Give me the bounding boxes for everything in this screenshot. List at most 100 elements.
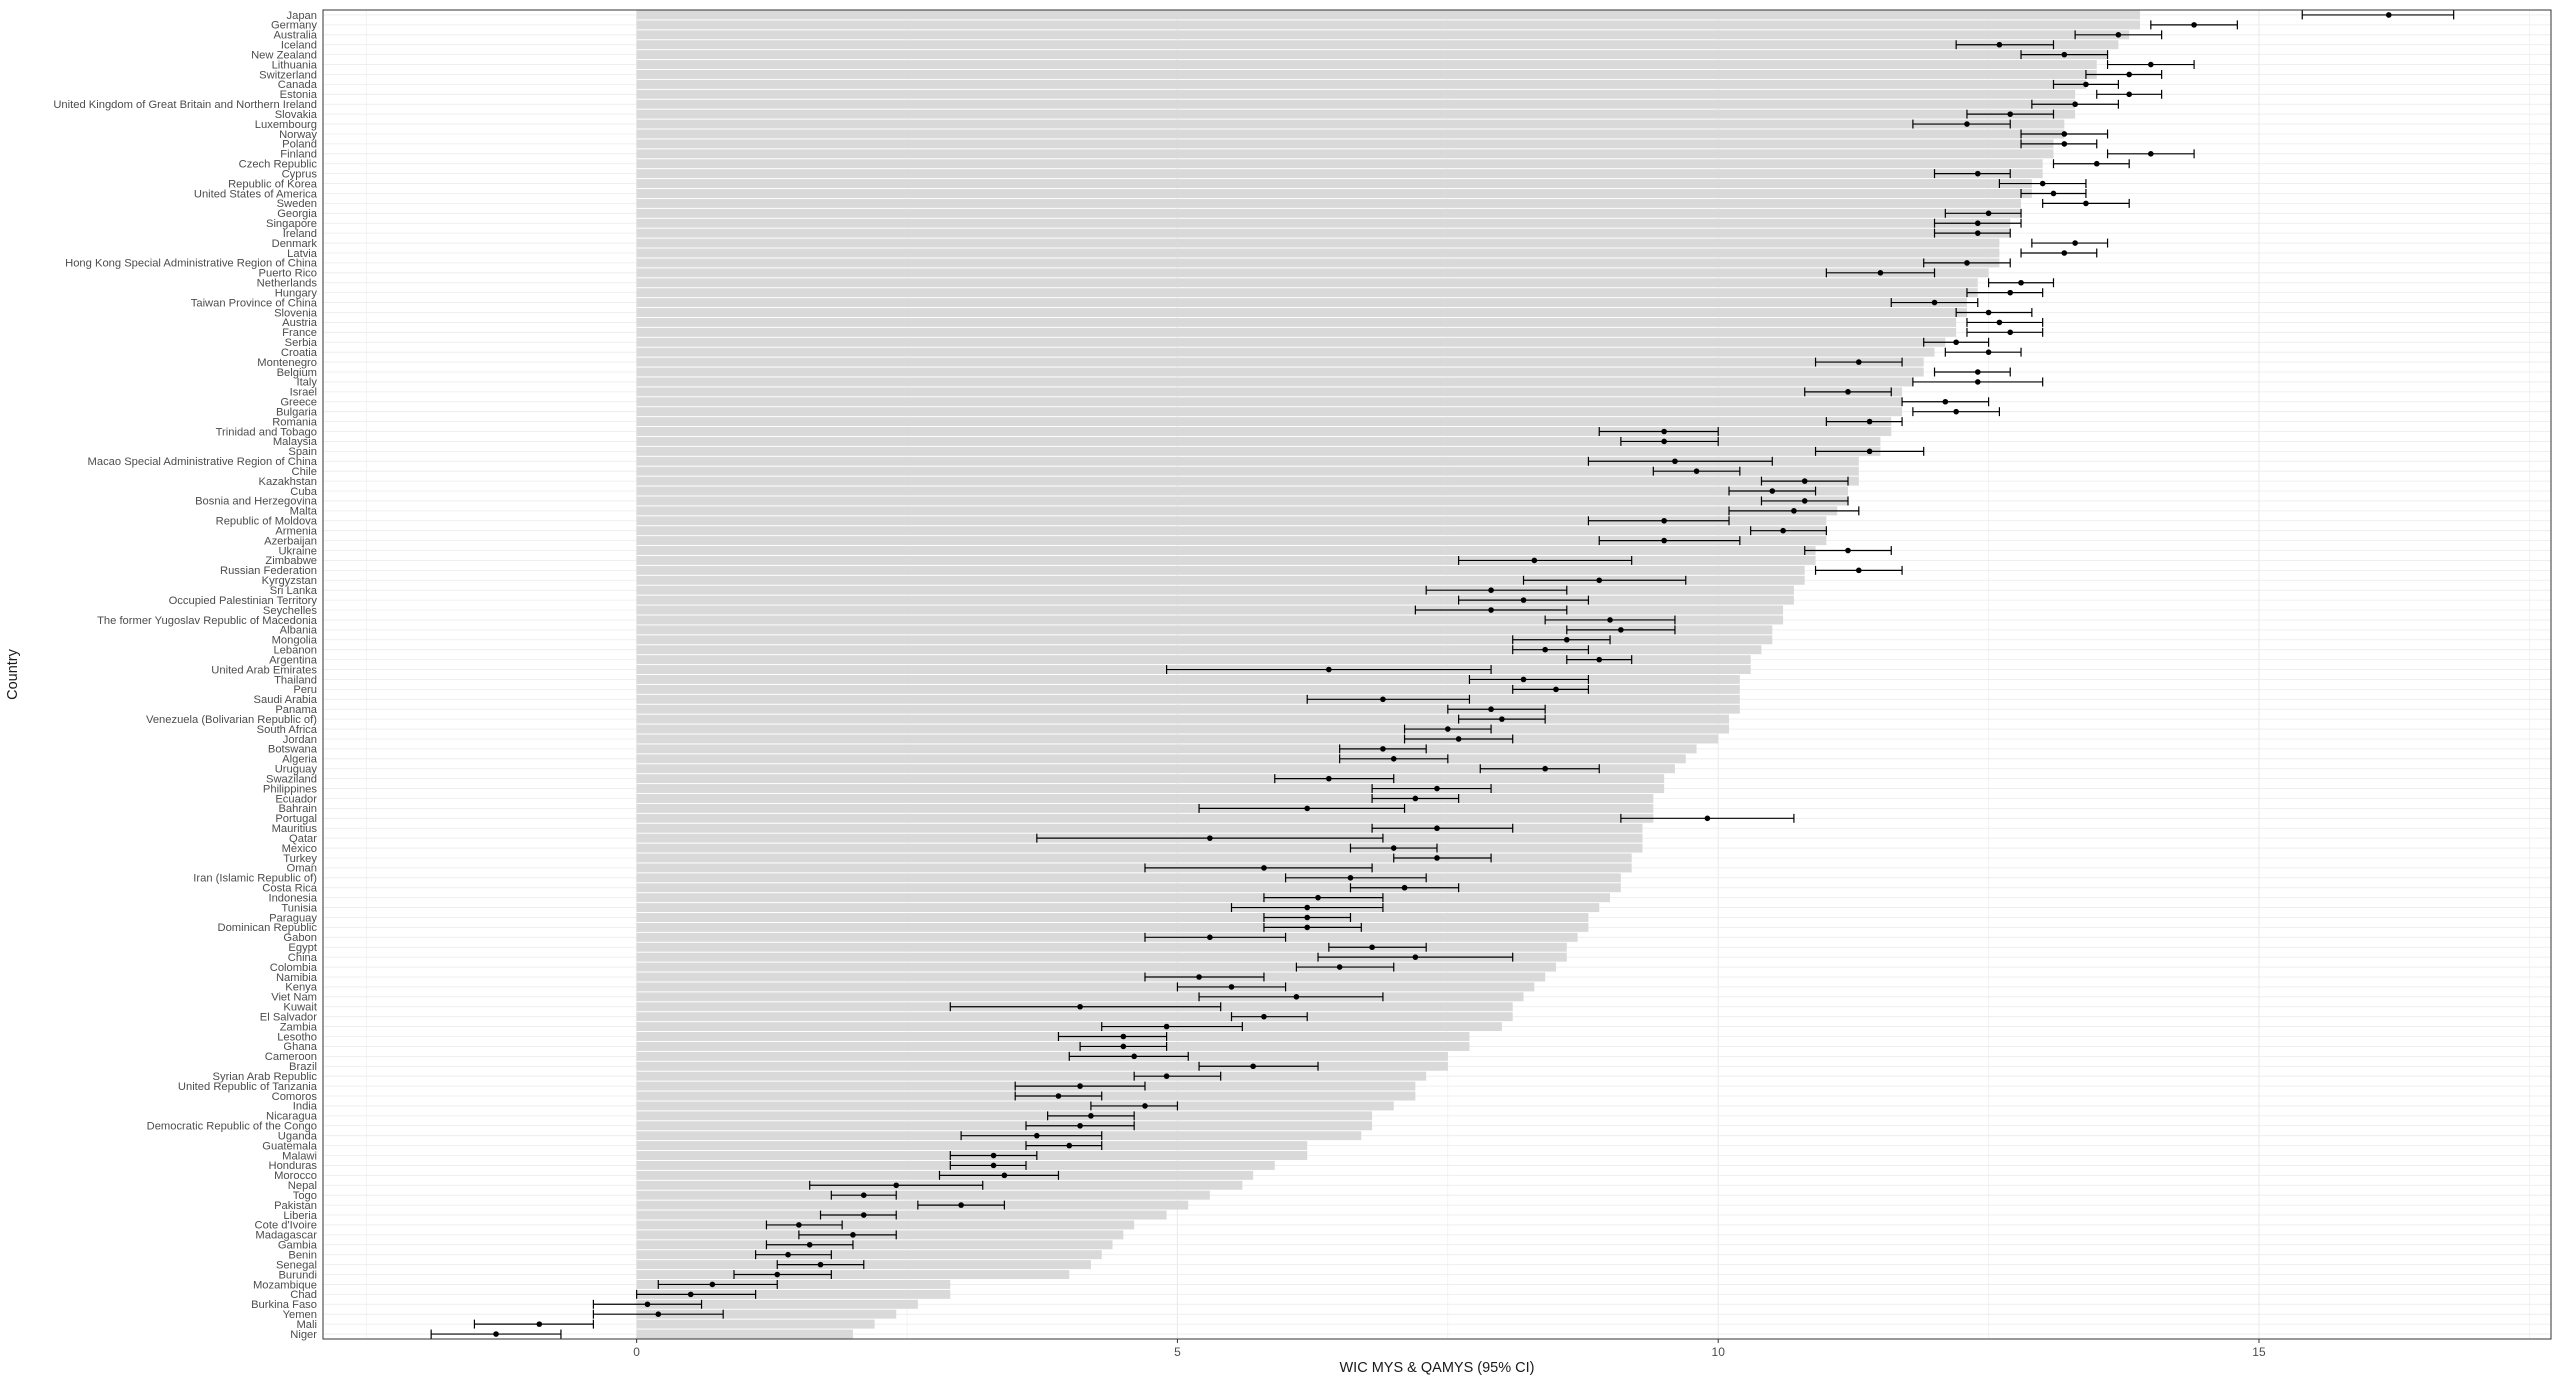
country-label: Colombia xyxy=(270,962,318,974)
point xyxy=(2083,81,2089,88)
point xyxy=(2061,250,2068,256)
point xyxy=(1304,904,1311,911)
error-bar xyxy=(1944,208,2022,218)
country-label: Qatar xyxy=(289,833,317,845)
bar xyxy=(636,506,1838,516)
bar xyxy=(636,903,1600,913)
error-bar xyxy=(2020,139,2098,149)
point xyxy=(1336,964,1343,970)
country-label: Indonesia xyxy=(268,892,317,904)
bar xyxy=(636,198,2022,208)
bar xyxy=(636,1071,1427,1081)
country-label: France xyxy=(282,327,317,339)
point xyxy=(1974,220,1981,227)
country-label: Taiwan Province of China xyxy=(191,297,318,309)
error-bar xyxy=(1198,1061,1319,1071)
point xyxy=(1077,1083,1083,1089)
point xyxy=(1228,984,1235,990)
error-bar xyxy=(1198,992,1384,1002)
point xyxy=(1347,875,1354,881)
error-bar xyxy=(1598,536,1741,546)
bar xyxy=(636,99,2076,109)
bar xyxy=(636,585,1794,595)
error-bar xyxy=(960,1131,1103,1141)
country-label: Kazakhstan xyxy=(259,476,317,488)
point xyxy=(1693,468,1700,474)
country-label: Lesotho xyxy=(277,1031,317,1043)
point xyxy=(1985,309,1992,316)
point xyxy=(1531,557,1538,564)
country-label: Namibia xyxy=(276,972,318,984)
country-label: Burkina Faso xyxy=(251,1299,317,1311)
point xyxy=(1877,270,1884,276)
country-label: Montenegro xyxy=(257,357,317,369)
point xyxy=(1315,894,1321,901)
country-label: Bosnia and Herzegovina xyxy=(195,496,318,508)
country-label: Azerbaijan xyxy=(264,535,317,547)
bar xyxy=(636,258,2000,268)
error-bar xyxy=(1468,674,1590,684)
country-label: Viet Nam xyxy=(271,992,317,1004)
error-bar xyxy=(1263,922,1362,932)
point xyxy=(860,1212,867,1218)
country-label: Cote d'Ivoire xyxy=(255,1220,317,1232)
bar xyxy=(636,714,1730,724)
bar xyxy=(636,367,1924,377)
bar xyxy=(636,496,1848,506)
error-bar xyxy=(1587,456,1773,466)
bar xyxy=(636,605,1784,615)
country-label: Iceland xyxy=(281,40,317,52)
bar xyxy=(636,992,1524,1002)
point xyxy=(1672,458,1678,465)
bar xyxy=(636,536,1827,546)
point xyxy=(1326,775,1332,782)
bar xyxy=(636,615,1784,625)
bar xyxy=(636,109,2076,119)
bar xyxy=(636,625,1773,635)
x-tick-label: 5 xyxy=(1174,1345,1181,1359)
bar xyxy=(636,288,1978,298)
point xyxy=(1931,299,1938,306)
bar xyxy=(636,1289,951,1299)
bar xyxy=(636,327,1957,337)
point xyxy=(2039,180,2046,187)
bar xyxy=(636,1240,1113,1250)
point xyxy=(2148,151,2154,157)
country-label: Trinidad and Tobago xyxy=(216,426,317,438)
country-label: Australia xyxy=(273,30,317,42)
bar xyxy=(636,119,2065,129)
point xyxy=(1542,646,1548,653)
bar xyxy=(636,823,1643,833)
error-bar xyxy=(1587,516,1730,526)
point xyxy=(709,1281,716,1288)
country-label: Ecuador xyxy=(275,793,317,805)
point xyxy=(893,1182,900,1189)
bar xyxy=(636,724,1730,734)
bar xyxy=(636,1270,1070,1279)
bar xyxy=(636,466,1859,476)
point xyxy=(2093,160,2100,167)
country-label: El Salvador xyxy=(260,1011,317,1023)
error-bar xyxy=(1447,704,1546,714)
point xyxy=(1780,527,1786,534)
country-label: Seychelles xyxy=(263,605,318,617)
country-label: Nicaragua xyxy=(266,1111,318,1123)
error-bar xyxy=(1750,526,1827,536)
error-bar xyxy=(1966,288,2044,298)
points xyxy=(493,12,2392,1337)
error-bar xyxy=(949,1160,1027,1170)
point xyxy=(2191,22,2197,28)
bar xyxy=(636,139,2054,149)
country-label: Kenya xyxy=(285,982,317,994)
bar xyxy=(636,308,1967,317)
point xyxy=(2007,329,2014,336)
plot-panel xyxy=(322,9,2552,1340)
country-label: Croatia xyxy=(281,347,318,359)
error-bar xyxy=(949,1002,1222,1012)
country-label: Bahrain xyxy=(278,803,317,815)
bar xyxy=(636,129,2065,139)
bar xyxy=(636,774,1665,784)
point xyxy=(2072,101,2078,108)
country-label: United Arab Emirates xyxy=(211,664,317,676)
error-bar xyxy=(1263,893,1384,903)
